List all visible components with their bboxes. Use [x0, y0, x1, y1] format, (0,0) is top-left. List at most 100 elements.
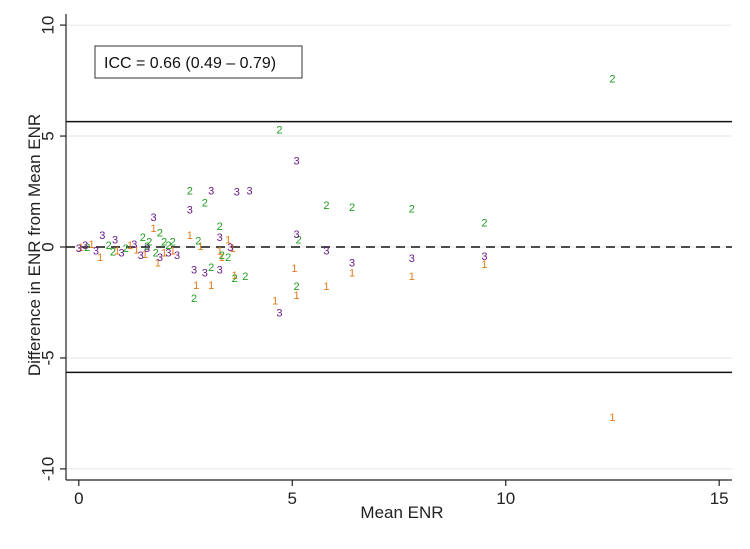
- series-1-point-18: 1: [229, 243, 235, 255]
- series-3-point-12: 3: [174, 250, 180, 262]
- series-3-point-23: 3: [293, 156, 299, 168]
- series-1-point-12: 1: [193, 280, 199, 292]
- series-3-point-26: 3: [349, 258, 355, 270]
- series-1-point-19: 1: [232, 270, 238, 282]
- series-3-point-28: 3: [481, 251, 487, 263]
- y-axis-title: Difference in ENR from Mean ENR: [25, 114, 44, 376]
- series-2-point-28: 2: [481, 218, 487, 230]
- series-2-point-27: 2: [409, 203, 415, 215]
- series-2-point-11: 2: [165, 240, 171, 252]
- series-1-point-25: 1: [409, 271, 415, 283]
- series-1-point-4: 1: [127, 240, 133, 252]
- x-tick-label-10: 10: [496, 489, 515, 508]
- series-3-point-0: 3: [76, 243, 82, 255]
- series-3-point-15: 3: [202, 268, 208, 280]
- series-3-point-19: 3: [227, 242, 233, 254]
- series-1-point-3: 1: [114, 245, 120, 257]
- series-1-point-10: 1: [170, 245, 176, 257]
- series-3-point-4: 3: [112, 234, 118, 246]
- series-3-point-8: 3: [144, 243, 150, 255]
- series-3-point-17: 3: [217, 232, 223, 244]
- series-3-point-14: 3: [191, 264, 197, 276]
- series-3-point-1: 3: [82, 240, 88, 252]
- series-1-point-13: 1: [197, 241, 203, 253]
- series-3-point-10: 3: [157, 252, 163, 264]
- x-tick-label-5: 5: [288, 489, 297, 508]
- series-1-point-6: 1: [142, 249, 148, 261]
- y-tick-label-10: 10: [39, 16, 58, 35]
- series-3-point-5: 3: [118, 248, 124, 260]
- series-2-point-19: 2: [225, 252, 231, 264]
- series-1-point-24: 1: [349, 268, 355, 280]
- series-3-point-18: 3: [217, 264, 223, 276]
- series-1-point-22: 1: [293, 290, 299, 302]
- series-2-point-14: 2: [195, 235, 201, 247]
- series-2-point-3: 2: [123, 243, 129, 255]
- series-2-point-5: 2: [144, 241, 150, 253]
- series-3-point-9: 3: [150, 212, 156, 224]
- series-1-point-21: 1: [291, 263, 297, 275]
- x-axis-title: Mean ENR: [360, 503, 443, 522]
- series-3-point-21: 3: [247, 186, 253, 198]
- series-1-point-2: 1: [97, 252, 103, 264]
- series-3-point-7: 3: [138, 250, 144, 262]
- series-1-point-15: 1: [217, 245, 223, 257]
- series-1-point-14: 1: [208, 280, 214, 292]
- series-2-point-10: 2: [170, 237, 176, 249]
- series-1-point-16: 1: [219, 252, 225, 264]
- series-2-point-0: 2: [84, 242, 90, 254]
- series-1-point-8: 1: [155, 258, 161, 270]
- series-3-point-25: 3: [323, 245, 329, 257]
- series-2-point-2: 2: [110, 247, 116, 259]
- series-1-point-9: 1: [161, 248, 167, 260]
- series-1-point-1: 1: [89, 239, 95, 251]
- icc-annotation: ICC = 0.66 (0.49 – 0.79): [94, 45, 303, 79]
- series-3-point-6: 3: [131, 239, 137, 251]
- series-1-point-27: 1: [609, 412, 615, 424]
- y-tick-label--10: -10: [39, 457, 58, 482]
- axes: -10 -5 0 5 10 0 5 10 15: [39, 14, 732, 508]
- reference-lines: [66, 120, 732, 374]
- series-1-point-26: 1: [481, 259, 487, 271]
- series-2-point-21: 2: [242, 271, 248, 283]
- series-3-point-3: 3: [99, 230, 105, 242]
- series-2-point-8: 2: [157, 228, 163, 240]
- series-1-point-7: 1: [150, 223, 156, 235]
- icc-annotation-box: [94, 45, 303, 79]
- series-2-point-6: 2: [146, 237, 152, 249]
- series-3-point-24: 3: [293, 229, 299, 241]
- series-2-point-16: 2: [208, 262, 214, 274]
- series-3-point-27: 3: [409, 253, 415, 265]
- series-2-point-12: 2: [187, 186, 193, 198]
- series-2-point-18: 2: [219, 250, 225, 262]
- series-2-point-24: 2: [296, 234, 302, 246]
- series-2-point-20: 2: [232, 273, 238, 285]
- series-1-point-20: 1: [272, 295, 278, 307]
- series-1-point-11: 1: [187, 230, 193, 242]
- series-3-point-16: 3: [208, 186, 214, 198]
- series-2-point-7: 2: [153, 248, 159, 260]
- series-3-point-11: 3: [165, 248, 171, 260]
- y-tick-label--5: -5: [39, 350, 58, 365]
- x-tick-label-0: 0: [74, 489, 83, 508]
- icc-annotation-text: ICC = 0.66 (0.49 – 0.79): [104, 55, 276, 72]
- series-2-point-13: 2: [191, 293, 197, 305]
- series-3-point-20: 3: [234, 187, 240, 199]
- series-1-point-17: 1: [225, 234, 231, 246]
- y-tick-label-5: 5: [39, 131, 58, 140]
- series-2-point-4: 2: [140, 232, 146, 244]
- series-2-point-17: 2: [217, 221, 223, 233]
- series-2-point-26: 2: [349, 202, 355, 214]
- series-1-point-0: 1: [78, 242, 84, 254]
- series-2-point-22: 2: [276, 125, 282, 137]
- series-2-point-23: 2: [293, 281, 299, 293]
- series-2-point-9: 2: [161, 237, 167, 249]
- x-tick-label-15: 15: [710, 489, 729, 508]
- series-2-point-15: 2: [202, 198, 208, 210]
- series-2-point-29: 2: [609, 73, 615, 85]
- series-3-point-13: 3: [187, 204, 193, 216]
- series-3-point-22: 3: [276, 308, 282, 320]
